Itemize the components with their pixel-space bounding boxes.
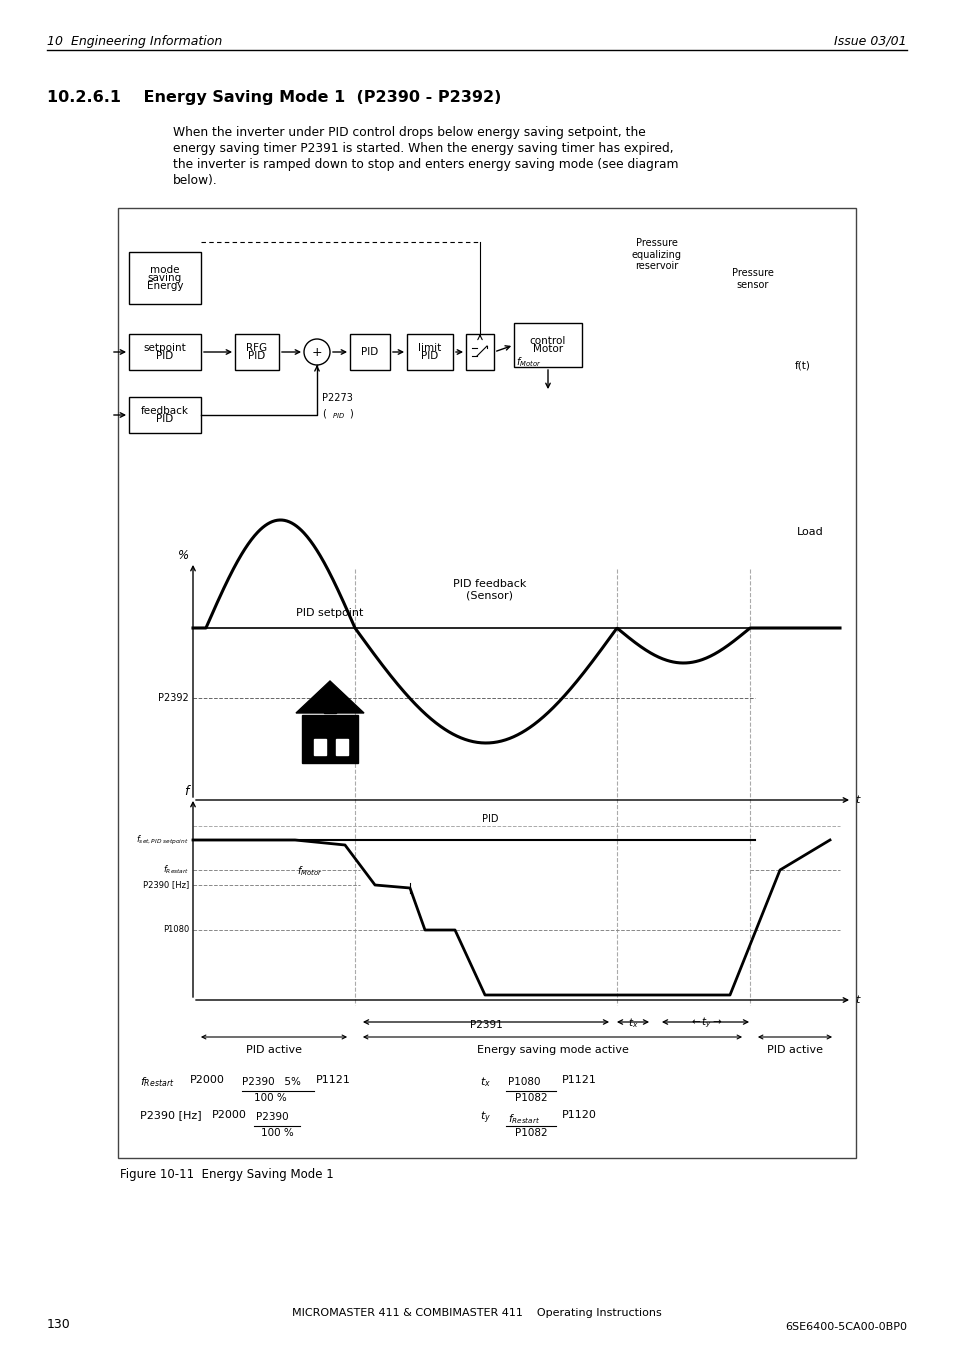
Text: $f_{Motor}$: $f_{Motor}$ (297, 865, 322, 878)
Text: PID feedback
(Sensor): PID feedback (Sensor) (453, 580, 526, 601)
Text: P1121: P1121 (315, 1075, 351, 1085)
Text: P2000: P2000 (190, 1075, 225, 1085)
Text: Pressure
equalizing
reservoir: Pressure equalizing reservoir (631, 238, 681, 272)
Text: mode: mode (150, 265, 179, 276)
Bar (314, 739, 326, 755)
Text: $f_{Restart}$: $f_{Restart}$ (507, 1112, 539, 1125)
Bar (302, 715, 357, 763)
Text: PID: PID (156, 351, 173, 361)
Text: P1082: P1082 (515, 1093, 547, 1102)
Text: %: % (177, 549, 189, 562)
Text: When the inverter under PID control drops below energy saving setpoint, the: When the inverter under PID control drop… (172, 126, 645, 139)
Text: (  $_{PID}$  ): ( $_{PID}$ ) (322, 407, 355, 420)
Text: RFG: RFG (246, 343, 267, 353)
Text: f: f (185, 785, 189, 798)
Text: Load: Load (796, 527, 822, 536)
Text: MICROMASTER 411 & COMBIMASTER 411    Operating Instructions: MICROMASTER 411 & COMBIMASTER 411 Operat… (292, 1308, 661, 1319)
Text: $t_x$: $t_x$ (479, 1075, 491, 1089)
Text: below).: below). (172, 174, 217, 186)
Polygon shape (295, 681, 364, 713)
Text: PID setpoint: PID setpoint (296, 608, 363, 617)
Text: PID: PID (156, 413, 173, 424)
Text: the inverter is ramped down to stop and enters energy saving mode (see diagram: the inverter is ramped down to stop and … (172, 158, 678, 172)
Text: $t_x$: $t_x$ (627, 1016, 638, 1029)
Text: 100 %: 100 % (260, 1128, 294, 1138)
Text: energy saving timer P2391 is started. When the energy saving timer has expired,: energy saving timer P2391 is started. Wh… (172, 142, 673, 155)
Bar (335, 739, 348, 755)
Text: PID active: PID active (766, 1046, 822, 1055)
Text: f(t): f(t) (794, 359, 810, 370)
Text: +: + (312, 346, 322, 358)
Text: P1080: P1080 (163, 925, 189, 935)
Text: 130: 130 (47, 1319, 71, 1331)
Bar (514, 323, 581, 367)
Text: P1080: P1080 (507, 1077, 540, 1088)
Text: 10  Engineering Information: 10 Engineering Information (47, 35, 222, 49)
Text: P2390: P2390 (255, 1112, 289, 1121)
Text: feedback: feedback (141, 407, 189, 416)
Text: 100 %: 100 % (253, 1093, 286, 1102)
Text: Energy saving mode active: Energy saving mode active (476, 1046, 628, 1055)
Text: P2390   5%: P2390 5% (242, 1077, 300, 1088)
Text: PID active: PID active (246, 1046, 302, 1055)
Text: PID: PID (421, 351, 438, 361)
Text: 6SE6400-5CA00-0BP0: 6SE6400-5CA00-0BP0 (784, 1323, 906, 1332)
Text: $f_{Restart}$: $f_{Restart}$ (140, 1075, 174, 1089)
Text: Energy: Energy (147, 281, 183, 290)
Bar (129, 397, 201, 434)
Bar (129, 253, 201, 304)
Text: t: t (854, 794, 859, 805)
Text: $f_{Motor}$: $f_{Motor}$ (516, 355, 541, 369)
Text: Pressure
sensor: Pressure sensor (731, 267, 773, 289)
Bar (129, 334, 201, 370)
Bar (465, 334, 494, 370)
Text: Figure 10-11  Energy Saving Mode 1: Figure 10-11 Energy Saving Mode 1 (120, 1169, 334, 1181)
Bar (324, 694, 335, 713)
Text: P1121: P1121 (561, 1075, 597, 1085)
Text: 10.2.6.1    Energy Saving Mode 1  (P2390 - P2392): 10.2.6.1 Energy Saving Mode 1 (P2390 - P… (47, 91, 501, 105)
Text: P2390 [Hz]: P2390 [Hz] (143, 881, 189, 889)
Text: PID: PID (248, 351, 265, 361)
Text: $f_{Restart}$: $f_{Restart}$ (162, 863, 189, 877)
Text: PID: PID (361, 347, 378, 357)
Text: P2390 [Hz]: P2390 [Hz] (140, 1111, 201, 1120)
Text: $f_{set,PID\ setpoint}$: $f_{set,PID\ setpoint}$ (136, 834, 189, 847)
Text: Issue 03/01: Issue 03/01 (834, 35, 906, 49)
Text: t: t (854, 994, 859, 1005)
Text: P2000: P2000 (212, 1111, 247, 1120)
Text: $t_y$: $t_y$ (479, 1111, 491, 1127)
Text: limit: limit (418, 343, 441, 353)
Text: P2391: P2391 (469, 1020, 502, 1029)
Text: PID: PID (481, 815, 497, 824)
Text: control: control (529, 336, 565, 346)
Bar (118, 208, 855, 1158)
Text: P1082: P1082 (515, 1128, 547, 1138)
Text: $\leftarrow t_y \rightarrow$: $\leftarrow t_y \rightarrow$ (688, 1016, 721, 1029)
Text: P1120: P1120 (561, 1111, 597, 1120)
Text: Motor: Motor (533, 345, 562, 354)
Text: P2392: P2392 (158, 693, 189, 703)
Bar (234, 334, 278, 370)
Bar (350, 334, 390, 370)
Text: saving: saving (148, 273, 182, 282)
Bar (407, 334, 453, 370)
Text: P2273: P2273 (322, 393, 353, 403)
Text: setpoint: setpoint (144, 343, 186, 353)
